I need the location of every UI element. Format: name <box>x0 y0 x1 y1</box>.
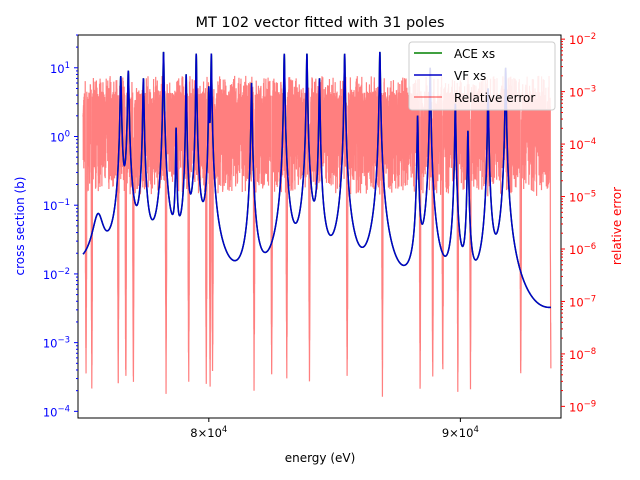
y-tick-label: 10−1 <box>43 198 70 213</box>
y-right-tick-label: 10−9 <box>569 399 596 414</box>
y-axis-label: cross section (b) <box>13 177 27 276</box>
x-tick-label: 9×104 <box>442 425 479 440</box>
y-right-tick-label: 10−5 <box>569 190 596 205</box>
legend-label-error: Relative error <box>454 91 535 105</box>
y-right-tick-label: 10−7 <box>569 294 596 309</box>
y-right-tick-label: 10−4 <box>569 137 596 152</box>
x-tick-label: 8×104 <box>190 425 227 440</box>
y-tick-label: 100 <box>50 129 70 144</box>
legend: ACE xs VF xs Relative error <box>408 41 556 111</box>
y-axis-right-label: relative error <box>610 187 624 265</box>
left-y-axis: 10−4 10−3 10−2 10−1 100 101 <box>43 34 78 419</box>
y-right-tick-label: 10−3 <box>569 85 596 100</box>
x-axis: 8×104 9×104 <box>190 418 479 440</box>
legend-box <box>408 41 556 111</box>
x-axis-label: energy (eV) <box>285 451 356 465</box>
vf-xs-line <box>82 51 552 309</box>
chart-title: MT 102 vector fitted with 31 poles <box>195 15 444 31</box>
legend-label-vf: VF xs <box>454 69 486 83</box>
right-y-axis: 10−9 10−8 10−7 10−6 10−5 10−4 10−3 10−2 <box>561 32 596 414</box>
y-right-tick-label: 10−2 <box>569 32 596 47</box>
y-tick-label: 10−4 <box>43 404 70 419</box>
cross-section-series <box>82 51 552 309</box>
y-tick-label: 10−2 <box>43 267 70 282</box>
y-tick-label: 10−3 <box>43 336 70 351</box>
plot-frame <box>77 34 562 419</box>
legend-label-ace: ACE xs <box>454 47 495 61</box>
y-tick-label: 101 <box>50 61 70 76</box>
y-right-tick-label: 10−8 <box>569 347 596 362</box>
y-right-tick-label: 10−6 <box>569 242 596 257</box>
